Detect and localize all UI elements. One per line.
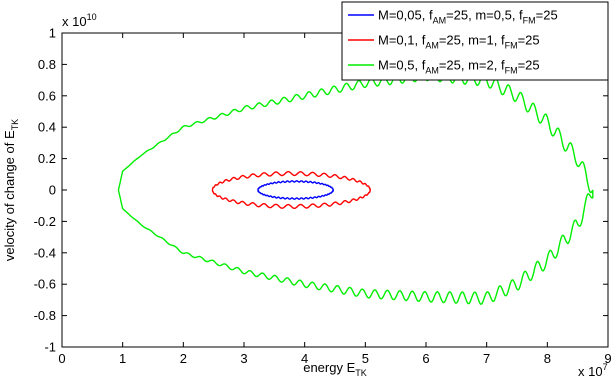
- x-tick-label: 3: [240, 351, 247, 366]
- x-label-sub: TK: [355, 368, 367, 378]
- y-tick-label: 0.4: [38, 120, 56, 135]
- series-layer: [117, 70, 594, 305]
- x-tick-label: 6: [422, 351, 429, 366]
- series-line-1: [257, 180, 334, 200]
- legend-box: [341, 1, 609, 81]
- series-line-2: [211, 171, 371, 209]
- legend-label-2: M=0,1, fAM=25, m=1, fFM=25: [378, 33, 540, 51]
- y-tick-label: 0.6: [38, 88, 56, 103]
- y-tick-label: -0.8: [34, 308, 56, 323]
- legend: M=0,05, fAM=25, m=0,5, fFM=25 M=0,1, fAM=…: [341, 1, 609, 81]
- series-line-3: [117, 70, 594, 305]
- y-label-main: velocity of change of E: [2, 130, 17, 261]
- y-tick-label: 0.8: [38, 57, 56, 72]
- y-tick-label: 0.2: [38, 151, 56, 166]
- y-multiplier-base: x 10: [62, 14, 87, 29]
- legend-label-1: M=0,05, fAM=25, m=0,5, fFM=25: [378, 8, 558, 26]
- x-tick-label: 7: [483, 351, 490, 366]
- x-tick-label: 4: [301, 351, 308, 366]
- legend-label-3: M=0,5, fAM=25, m=2, fFM=25: [378, 58, 540, 76]
- y-tick-label: -0.4: [34, 245, 56, 260]
- x-tick-label: 1: [119, 351, 126, 366]
- x-tick-label: 8: [544, 351, 551, 366]
- y-tick-label: 0: [49, 183, 56, 198]
- x-tick-label: 2: [180, 351, 187, 366]
- y-axis-multiplier: x 1010: [62, 12, 97, 29]
- x-label-main: energy E: [303, 360, 355, 375]
- y-multiplier-exp: 10: [87, 12, 97, 22]
- y-tick-label: -0.2: [34, 214, 56, 229]
- legend-entries: M=0,05, fAM=25, m=0,5, fFM=25 M=0,1, fAM=…: [348, 8, 558, 76]
- y-label-sub: TK: [10, 119, 20, 131]
- x-tick-label: 0: [58, 351, 65, 366]
- y-tick-label: -1: [44, 340, 56, 355]
- x-axis-label: energy ETK: [303, 360, 367, 378]
- y-tick-label: 1: [49, 26, 56, 41]
- x-multiplier-exp: 7: [603, 362, 608, 372]
- x-tick-label: 9: [604, 351, 611, 366]
- x-axis-multiplier: x 107: [578, 362, 608, 379]
- x-multiplier-base: x 10: [578, 364, 603, 379]
- x-tick-label: 5: [362, 351, 369, 366]
- y-axis-label: velocity of change of ETK: [2, 119, 20, 261]
- y-tick-label: -0.6: [34, 277, 56, 292]
